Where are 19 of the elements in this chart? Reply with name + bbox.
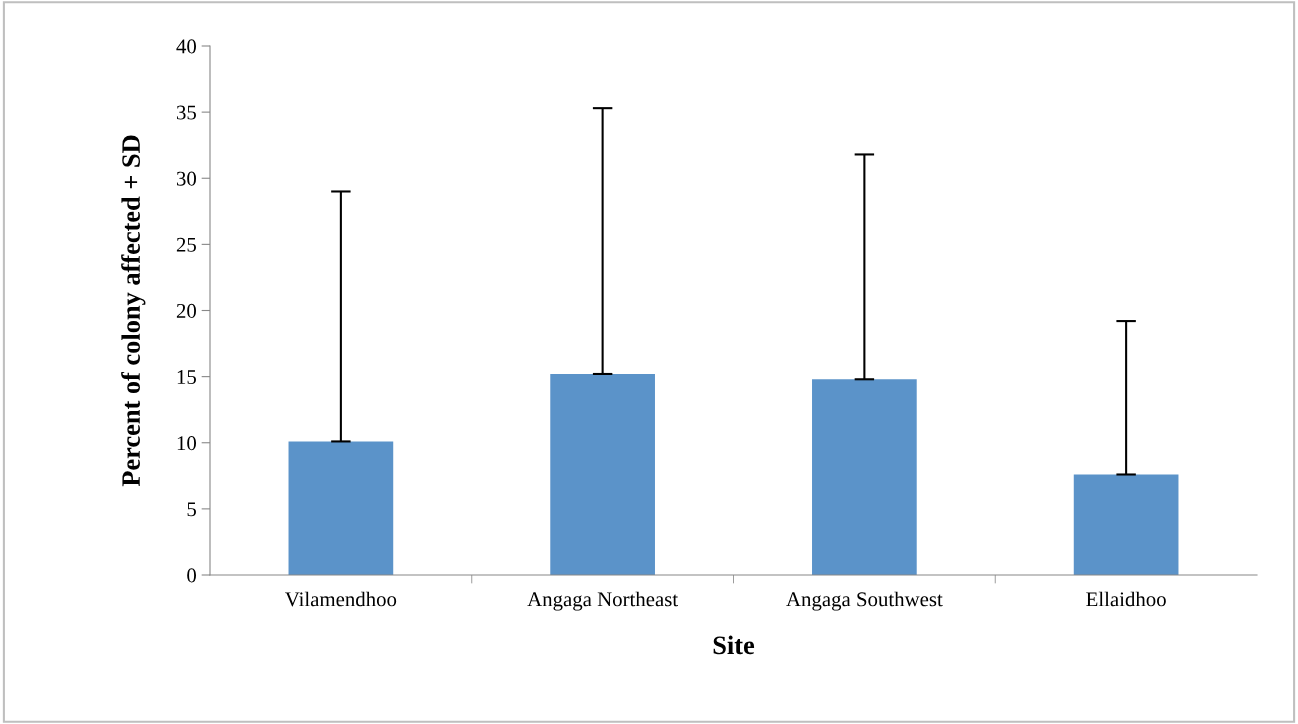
bar <box>812 379 917 575</box>
bar <box>1073 474 1179 575</box>
x-tick-label: Vilamendhoo <box>285 591 397 607</box>
y-axis-title: Percent of colony affected + SD <box>121 135 146 487</box>
y-tick-label: 0 <box>187 568 197 583</box>
bar <box>550 373 655 575</box>
y-tick-label: 20 <box>176 303 197 318</box>
x-tick-label: Angaga Southwest <box>786 591 943 611</box>
x-tick-label: Angaga Northeast <box>527 591 678 611</box>
y-tick-label: 35 <box>176 105 196 120</box>
y-tick-label: 15 <box>177 370 196 385</box>
x-tick-label: Ellaidhoo <box>1086 591 1166 607</box>
y-tick-label: 25 <box>176 237 196 252</box>
bar <box>288 441 394 575</box>
x-axis-title: Site <box>713 635 755 655</box>
y-tick-label: 5 <box>187 502 196 517</box>
y-tick-label: 40 <box>176 39 197 54</box>
y-tick-label: 10 <box>177 436 197 451</box>
y-tick-label: 30 <box>176 171 197 186</box>
